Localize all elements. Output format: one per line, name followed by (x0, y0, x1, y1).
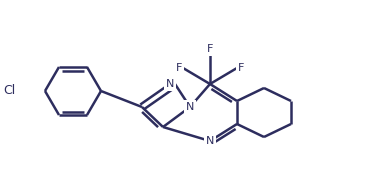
Text: Cl: Cl (4, 84, 16, 98)
Text: F: F (238, 63, 244, 73)
Text: N: N (166, 79, 174, 89)
Text: F: F (207, 44, 213, 54)
Text: N: N (206, 136, 214, 146)
Text: F: F (176, 63, 182, 73)
Text: N: N (186, 102, 194, 112)
